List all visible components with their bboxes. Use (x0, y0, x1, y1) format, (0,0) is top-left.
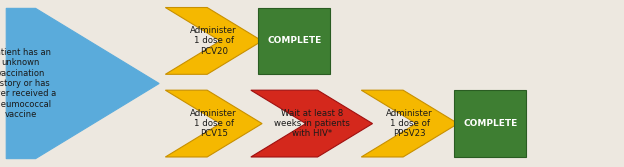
Text: COMPLETE: COMPLETE (267, 36, 321, 45)
Polygon shape (165, 8, 262, 74)
Bar (454, 90, 526, 157)
Text: Administer
1 dose of
PPSV23: Administer 1 dose of PPSV23 (386, 109, 433, 138)
Text: Administer
1 dose of
PCV15: Administer 1 dose of PCV15 (190, 109, 237, 138)
Text: Administer
1 dose of
PCV20: Administer 1 dose of PCV20 (190, 26, 237, 56)
Polygon shape (361, 90, 458, 157)
Text: COMPLETE: COMPLETE (463, 119, 517, 128)
Text: Wait at least 8
weeks in patients
with HIV*: Wait at least 8 weeks in patients with H… (274, 109, 349, 138)
Bar (258, 8, 330, 74)
Polygon shape (251, 90, 373, 157)
Text: Patient has an
unknown
vaccination
history or has
never received a
pneumococcal
: Patient has an unknown vaccination histo… (0, 48, 57, 119)
Polygon shape (6, 8, 159, 159)
Polygon shape (165, 90, 262, 157)
